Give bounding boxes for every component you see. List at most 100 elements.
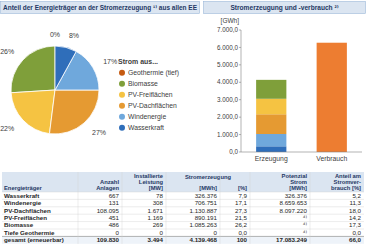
tick-label: 3.000,0	[217, 96, 239, 103]
column-separator	[122, 172, 123, 244]
table-cell: Windenergie	[4, 199, 42, 206]
table-cell: 1.671	[148, 207, 164, 214]
table-cell: 308	[153, 199, 164, 206]
table-cell: 706.751	[195, 199, 218, 206]
legend-swatch	[119, 114, 125, 120]
table-cell: 17,3	[349, 221, 362, 228]
bar	[256, 79, 286, 80]
table-cell: 486	[109, 221, 120, 228]
table-cell: Biomasse	[4, 221, 34, 228]
table-header: [MW]	[149, 185, 163, 191]
tick-label: 6.000,0	[217, 44, 239, 51]
table-header: Anteil am	[335, 173, 361, 179]
table-cell: 131	[109, 199, 120, 206]
row-separator	[2, 221, 364, 222]
table-cell: ⁴⁾	[303, 214, 308, 221]
legend-label: PV-Freiflächen	[128, 91, 173, 98]
data-label: 8%	[69, 32, 79, 39]
table-cell: 4.139.468	[189, 236, 217, 243]
column-separator	[220, 172, 221, 244]
table-cell: 17,1	[235, 199, 248, 206]
pie-slice	[49, 90, 99, 134]
legend-swatch	[119, 92, 125, 98]
table-header: brauch [%]	[331, 185, 361, 191]
table-cell: Tiefe Geothermie	[4, 229, 55, 236]
data-label: 26%	[0, 48, 14, 55]
table-cell: 66,0	[349, 236, 362, 243]
table-cell: 451	[109, 214, 120, 221]
data-label: 17%	[103, 58, 117, 65]
legend-label: Geothermie (tief)	[128, 69, 179, 77]
chart-title: Anteil der Energieträger an der Stromerz…	[3, 4, 198, 12]
bars	[256, 43, 347, 152]
tick-label: 4.000,0	[217, 78, 239, 85]
table-cell: PV-Freiflächen	[4, 214, 47, 221]
table-cell: 0	[160, 229, 164, 236]
table-header: Stromver-	[334, 179, 361, 185]
column-separator	[250, 172, 251, 244]
legend-swatch	[119, 81, 125, 87]
table-cell: PV-Dachflächen	[4, 207, 51, 214]
tick-label: 5.000,0	[217, 61, 239, 68]
data-label: 22%	[0, 125, 14, 132]
table-cell: 8.097.220	[279, 207, 307, 214]
table-header-bg	[2, 172, 364, 192]
table-header: [%]	[238, 185, 247, 191]
table: EnergieträgerAnzahlAnlagenInstallierteLe…	[2, 172, 364, 244]
table-cell: 1.085.263	[189, 221, 217, 228]
bar	[256, 99, 286, 115]
pie-slice	[11, 90, 55, 134]
table-header: [MWh]	[289, 185, 307, 191]
table-cell: ⁴⁾	[303, 229, 308, 236]
row-separator	[2, 229, 364, 230]
legend-label: Wasserkraft	[128, 124, 164, 131]
bar	[317, 43, 347, 152]
tick-label: 1.000,0	[217, 131, 239, 138]
legend-label: Biomasse	[128, 80, 158, 87]
table-cell: 1.169	[148, 214, 164, 221]
x-axis	[241, 152, 362, 153]
table-cell: 0	[214, 229, 218, 236]
bar	[256, 146, 286, 152]
legend-title: Strom aus...	[118, 58, 158, 65]
header-band	[204, 2, 366, 14]
table-cell: 18,0	[349, 207, 362, 214]
background	[0, 0, 366, 244]
table-header: Installierte	[134, 173, 164, 179]
legend-swatch	[119, 125, 125, 131]
bar	[256, 134, 286, 146]
table-header: Strom	[290, 179, 307, 185]
table-total-bg	[2, 236, 364, 243]
pie-slice	[11, 46, 55, 93]
table-cell: 0,0	[352, 229, 361, 236]
table-cell: Wasserkraft	[4, 192, 39, 199]
column-separator	[310, 172, 311, 244]
header-band	[1, 2, 200, 14]
table-header: [MWh]	[199, 185, 217, 191]
table-cell: 326.376	[285, 192, 308, 199]
legend-label: Windenergie	[128, 113, 166, 121]
legend-label: PV-Dachflächen	[128, 102, 177, 109]
table-cell: 17.083.249	[276, 236, 308, 243]
table-cell: 21,5	[235, 214, 248, 221]
table-group-header: Stromerzeugung	[185, 174, 232, 180]
table-cell: 3.494	[148, 236, 164, 243]
table-cell: 0,0	[238, 229, 247, 236]
table-cell: 100	[237, 236, 248, 243]
table-header: Anlagen	[96, 185, 119, 191]
pie-slice	[55, 46, 76, 90]
tick-label: 0,0	[229, 148, 238, 155]
row-separator	[2, 192, 364, 193]
chart-title: Stromerzeugung und -verbrauch ²⁾	[230, 4, 338, 12]
axis-label: [GWh]	[221, 17, 240, 25]
table-cell: ⁴⁾	[303, 221, 308, 228]
table-cell: 326.376	[195, 192, 218, 199]
table-cell: 0	[116, 229, 120, 236]
table-cell: 8.659.653	[279, 199, 307, 206]
column-separator	[78, 172, 79, 244]
table-cell: gesamt (erneuerbar)	[4, 236, 64, 243]
pie	[11, 46, 99, 134]
tick-label: 2.000,0	[217, 113, 239, 120]
y-axis	[241, 30, 242, 152]
category-label: Verbrauch	[316, 155, 347, 162]
